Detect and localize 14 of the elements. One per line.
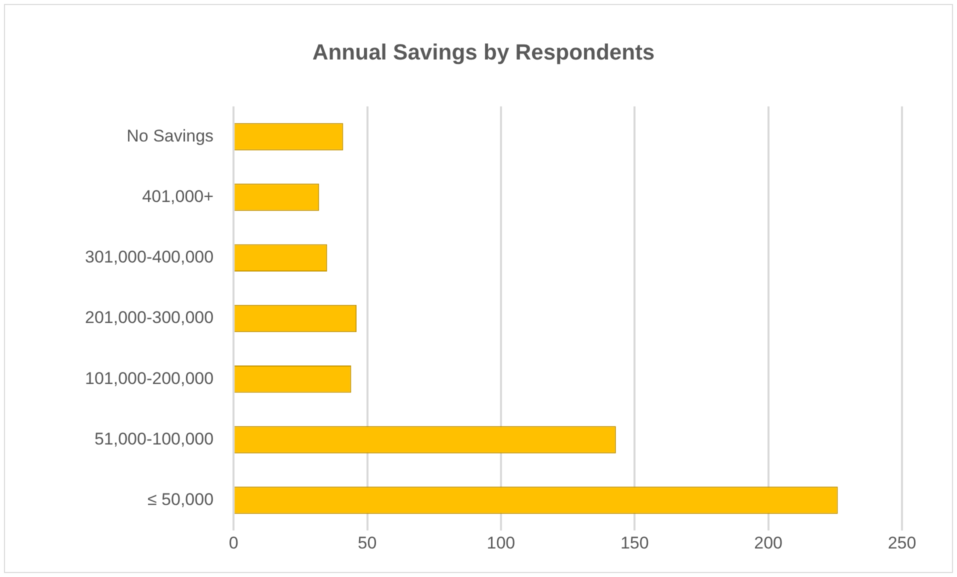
y-tick-label: 201,000-300,000 [85,308,214,328]
x-tick-label: 150 [620,533,649,552]
y-tick-label: 101,000-200,000 [85,368,214,388]
y-tick-label: 301,000-400,000 [85,248,214,267]
y-tick-label: 51,000-100,000 [94,429,214,448]
chart-title: Annual Savings by Respondents [312,39,655,64]
x-tick-label: 100 [486,533,516,552]
y-tick-label: ≤ 50,000 [148,490,214,509]
x-tick-label: 200 [754,533,782,552]
x-tick-label: 0 [228,533,238,552]
x-tick-label: 250 [888,533,916,552]
y-tick-label: No Savings [126,126,214,146]
y-tick-label: 401,000+ [142,186,214,206]
x-tick-label: 50 [358,533,377,552]
